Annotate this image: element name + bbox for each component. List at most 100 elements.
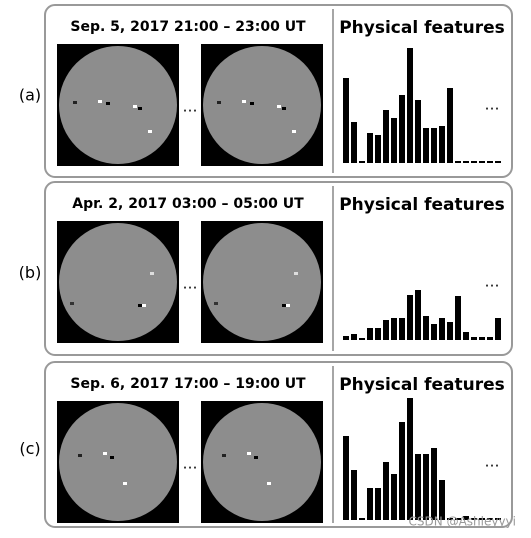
watermark: CSDN @Ashleyyyi [409, 515, 516, 529]
feature-bar [359, 161, 365, 163]
sunspot [247, 452, 251, 455]
panel-label: (a) [19, 86, 41, 105]
feature-bar [423, 454, 429, 520]
sunspot [138, 304, 142, 307]
feature-bar [463, 516, 469, 520]
panel-title: Sep. 5, 2017 21:00 – 23:00 UT [70, 19, 306, 35]
feature-bar [487, 337, 493, 340]
solar-disk [203, 223, 321, 341]
chart-more: … [485, 453, 500, 471]
feature-bar [495, 161, 501, 163]
feature-bar [351, 334, 357, 340]
sunspot [123, 482, 127, 485]
feature-bar [423, 128, 429, 163]
panel-frame [44, 4, 513, 178]
feature-bar [447, 88, 453, 163]
feature-bar [351, 122, 357, 163]
image-gap: … [183, 455, 198, 473]
feature-bar [399, 318, 405, 340]
feature-bar [383, 320, 389, 340]
feature-bar [343, 436, 349, 520]
sunspot [242, 100, 246, 103]
feature-bar [495, 518, 501, 520]
feature-bar [431, 324, 437, 340]
image-gap: … [183, 98, 198, 116]
feature-bar [439, 318, 445, 340]
panel-frame [44, 361, 513, 528]
solar-disk [203, 403, 321, 521]
sunspot [286, 304, 290, 307]
sunspot [98, 100, 102, 103]
sunspot [73, 101, 77, 104]
feature-bar [391, 474, 397, 520]
sunspot [78, 454, 82, 457]
sunspot [133, 105, 137, 108]
feature-bar [455, 296, 461, 340]
feature-bar [375, 135, 381, 163]
feature-bar [455, 518, 461, 520]
feature-bar [471, 161, 477, 163]
feature-bar [399, 95, 405, 163]
feature-bar [471, 518, 477, 520]
feature-bar [447, 322, 453, 340]
features-title: Physical features [339, 18, 505, 38]
panel-frame [44, 181, 513, 356]
sunspot [70, 302, 74, 305]
feature-bar [415, 100, 421, 163]
solar-disk [59, 46, 177, 164]
image-gap: … [183, 275, 198, 293]
feature-bar [463, 161, 469, 163]
panel-label: (c) [19, 439, 40, 458]
feature-bar [375, 488, 381, 520]
feature-bar [471, 337, 477, 340]
sunspot [254, 456, 258, 459]
feature-bar [439, 126, 445, 163]
sunspot [148, 130, 152, 133]
feature-bar [367, 488, 373, 520]
sunspot [267, 482, 271, 485]
solar-disk [59, 223, 177, 341]
sunspot [106, 102, 110, 105]
feature-bar [343, 336, 349, 340]
sunspot [250, 102, 254, 105]
chart-more: … [485, 96, 500, 114]
sunspot [103, 452, 107, 455]
feature-bar [407, 48, 413, 163]
feature-bar [359, 338, 365, 340]
sunspot [150, 272, 154, 275]
panel-title: Sep. 6, 2017 17:00 – 19:00 UT [70, 376, 306, 392]
feature-bar [367, 133, 373, 163]
feature-bar [407, 295, 413, 340]
feature-bar [367, 328, 373, 340]
sunspot [282, 107, 286, 110]
solar-disk [59, 403, 177, 521]
feature-bar [463, 332, 469, 340]
feature-bar [479, 337, 485, 340]
feature-bar [495, 318, 501, 340]
sunspot [142, 304, 146, 307]
feature-bar [415, 290, 421, 340]
feature-bar [407, 398, 413, 520]
feature-bar [391, 318, 397, 340]
feature-bar [423, 316, 429, 340]
feature-bar [391, 118, 397, 163]
feature-bar [479, 518, 485, 520]
sunspot [138, 107, 142, 110]
feature-bar [447, 518, 453, 520]
solar-disk [203, 46, 321, 164]
feature-bar [359, 518, 365, 520]
feature-bar [351, 470, 357, 520]
feature-bar [431, 448, 437, 520]
feature-bar [431, 128, 437, 163]
chart-more: … [485, 273, 500, 291]
sunspot [282, 304, 286, 307]
feature-bar [487, 518, 493, 520]
sunspot [214, 302, 218, 305]
feature-bar [439, 480, 445, 520]
feature-bar [487, 161, 493, 163]
feature-bar [343, 78, 349, 163]
feature-bar [383, 462, 389, 520]
panel-title: Apr. 2, 2017 03:00 – 05:00 UT [72, 196, 304, 212]
features-title: Physical features [339, 375, 505, 395]
